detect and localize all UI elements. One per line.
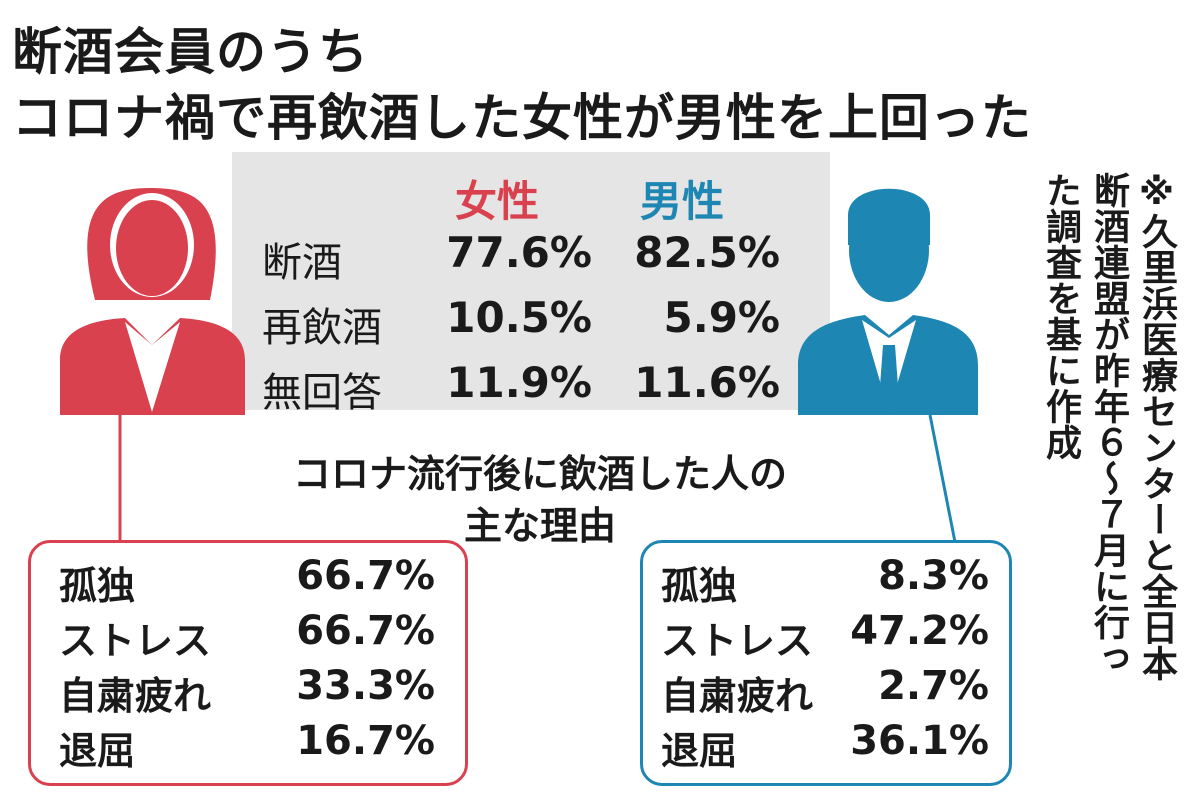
reason-label: 孤独: [661, 564, 738, 608]
reason-label: 自粛疲れ: [661, 674, 814, 718]
connector-line-male: [928, 414, 957, 543]
row-label: 再飲酒: [262, 305, 382, 351]
cell-male: 82.5%: [634, 228, 780, 277]
header-female: 女性: [455, 177, 540, 226]
cell-female: 77.6%: [446, 228, 592, 277]
reason-value: 33.3%: [296, 663, 435, 709]
reason-value: 16.7%: [296, 718, 435, 764]
cell-female: 10.5%: [446, 293, 592, 342]
cell-female: 11.9%: [446, 358, 592, 407]
woman-icon: [60, 188, 245, 415]
header-male: 男性: [640, 177, 725, 226]
reason-label: ストレス: [59, 619, 212, 663]
title-line-2: コロナ禍で再飲酒した女性が男性を上回った: [12, 89, 1032, 147]
reason-label: 自粛疲れ: [59, 674, 212, 718]
reason-label: 孤独: [59, 564, 136, 608]
reason-value: 66.7%: [296, 608, 435, 654]
row-label: 無回答: [262, 370, 382, 416]
source-note: ※久里浜医療センターと全日本 断酒連盟が昨年６～７月に行っ た調査を基に作成: [1040, 172, 1177, 681]
row-label: 断酒: [262, 240, 342, 286]
reason-label: 退屈: [661, 729, 738, 773]
title-line-1: 断酒会員のうち: [12, 23, 369, 81]
reason-label: 退屈: [59, 729, 136, 773]
summary-panel: [232, 152, 830, 410]
reason-label: ストレス: [661, 619, 814, 663]
reason-value: 8.3%: [878, 553, 989, 599]
reason-value: 47.2%: [850, 608, 989, 654]
male-reasons-box: 孤独 8.3% ストレス 47.2% 自粛疲れ 2.7% 退屈 36.1%: [640, 540, 1012, 786]
reasons-title-2: 主な理由: [463, 504, 616, 548]
reason-value: 66.7%: [296, 553, 435, 599]
female-reasons-box: 孤独 66.7% ストレス 66.7% 自粛疲れ 33.3% 退屈 16.7%: [28, 540, 468, 786]
cell-male: 11.6%: [634, 358, 780, 407]
reason-value: 2.7%: [878, 663, 989, 709]
reason-value: 36.1%: [850, 718, 989, 764]
man-icon: [798, 188, 978, 415]
cell-male: 5.9%: [663, 293, 780, 342]
reasons-title-1: コロナ流行後に飲酒した人の: [292, 452, 787, 496]
